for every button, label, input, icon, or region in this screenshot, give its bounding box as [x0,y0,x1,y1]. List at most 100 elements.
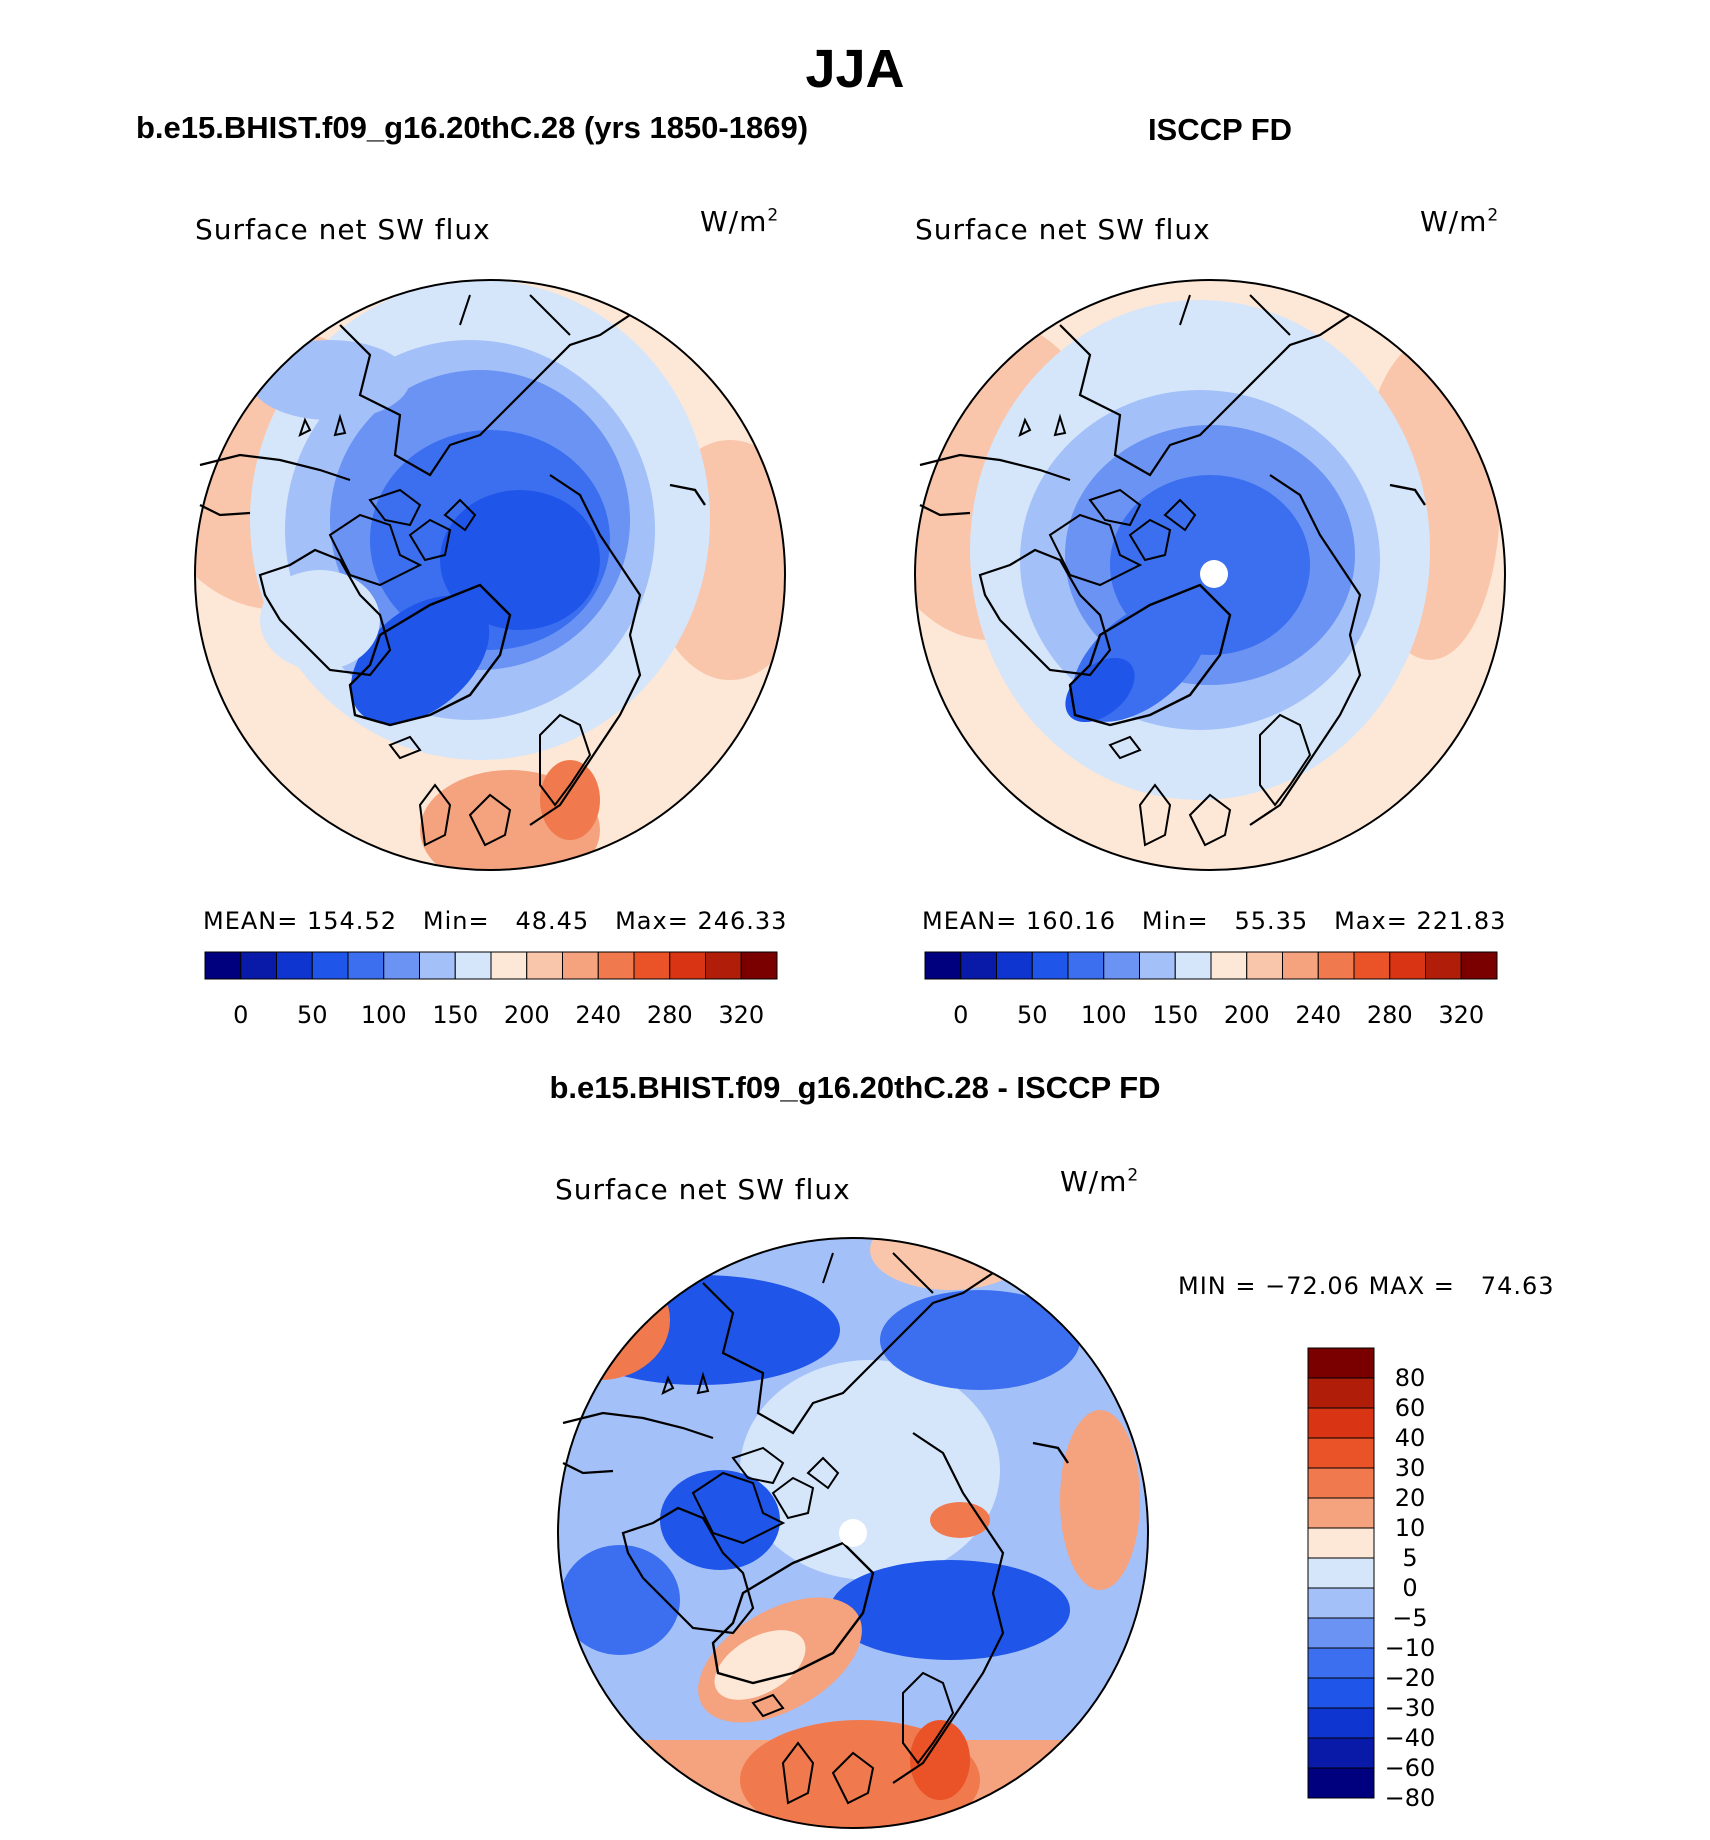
mean-value: 154.52 [307,907,397,935]
colorbar-tick-label: 100 [1081,1001,1127,1029]
colorbar-box [1307,1527,1375,1559]
colorbar-tick-label: 320 [1438,1001,1484,1029]
max-label: MAX = [1368,1272,1455,1300]
model-unit-label: W/m2 [700,205,779,238]
diff-variable-label: Surface net SW flux [555,1173,851,1206]
colorbar-box [1307,1377,1375,1409]
colorbar-tick-label: 0 [233,1001,248,1029]
mean-label: MEAN= [203,907,299,935]
colorbar-tick-label: 200 [504,1001,550,1029]
colorbar-box [1282,951,1319,980]
diff-unit-label: W/m2 [1060,1165,1139,1198]
unit-base: W/m [1420,205,1488,238]
colorbar-box [419,951,456,980]
colorbar-box [311,951,349,980]
model-map [194,279,786,871]
colorbar-box [1139,951,1176,980]
diff-panel-header: b.e15.BHIST.f09_g16.20thC.28 - ISCCP FD [549,1070,1161,1105]
colorbar-tick-label: 280 [1367,1001,1413,1029]
colorbar-box [383,951,420,980]
colorbar-box [705,951,742,980]
min-label: Min= [1141,907,1209,935]
model-colorbar: 0 50 100 150 200 240 280 320 [204,951,778,1029]
colorbar-tick-label: 320 [718,1001,764,1029]
colorbar-tick-label: 50 [297,1001,328,1029]
colorbar-box [1307,1707,1375,1739]
colorbar-tick-label: −5 [1392,1604,1427,1632]
max-value: 246.33 [697,907,788,935]
colorbar-box [1307,1347,1375,1379]
colorbar-box [597,951,635,980]
colorbar-tick-label: 30 [1395,1454,1426,1482]
min-value: 55.35 [1234,907,1309,935]
colorbar-box [1307,1497,1375,1529]
colorbar-tick-label: 280 [647,1001,693,1029]
unit-exponent: 2 [1487,205,1500,226]
colorbar-box [1460,951,1498,980]
colorbar-tick-label: 150 [432,1001,478,1029]
colorbar-box [1307,1407,1375,1439]
unit-exponent: 2 [1127,1165,1140,1186]
max-label: Max= [1334,907,1408,935]
colorbar-box [1246,951,1283,980]
colorbar-box [1317,951,1355,980]
colorbar-tick-label: 60 [1395,1394,1426,1422]
colorbar-box [1307,1617,1375,1649]
mean-value: 160.16 [1026,907,1116,935]
colorbar-tick-label: 80 [1395,1364,1426,1392]
colorbar-tick-label: −60 [1385,1754,1436,1782]
colorbar-box [960,951,997,980]
colorbar-box [669,951,706,980]
pole-missing-data [839,1519,867,1547]
colorbar-box [740,951,778,980]
colorbar-tick-label: 40 [1395,1424,1426,1452]
colorbar-box [1174,951,1212,980]
max-label: Max= [615,907,689,935]
colorbar-box [1307,1767,1375,1799]
colorbar-box [1307,1557,1375,1589]
min-value: 48.45 [515,907,590,935]
min-label: MIN = [1178,1272,1257,1300]
min-label: Min= [422,907,490,935]
colorbar-box [1307,1647,1375,1679]
colorbar-tick-label: 240 [1295,1001,1341,1029]
colorbar-box [633,951,671,980]
obs-map [914,279,1506,871]
colorbar-tick-label: −80 [1385,1784,1436,1812]
colorbar-box [240,951,277,980]
colorbar-box [562,951,599,980]
colorbar-box [1307,1737,1375,1769]
colorbar-tick-label: 0 [953,1001,968,1029]
colorbar-tick-label: 100 [361,1001,407,1029]
colorbar-box [1031,951,1069,980]
colorbar-tick-label: −20 [1385,1664,1436,1692]
colorbar-tick-label: −30 [1385,1694,1436,1722]
colorbar-box [1307,1677,1375,1709]
max-value: 74.63 [1480,1272,1555,1300]
colorbar-tick-label: 5 [1402,1544,1417,1572]
colorbar-tick-label: 20 [1395,1484,1426,1512]
colorbar-box [1210,951,1248,980]
colorbar-box [1307,1437,1375,1469]
min-value: −72.06 [1265,1272,1360,1300]
colorbar-tick-label: −40 [1385,1724,1436,1752]
colorbar-box [454,951,492,980]
diff-stats: MIN = −72.06 MAX = 74.63 [1178,1272,1555,1300]
obs-variable-label: Surface net SW flux [915,213,1211,246]
model-panel-header: b.e15.BHIST.f09_g16.20thC.28 (yrs 1850-1… [136,110,809,145]
colorbar-box [1353,951,1391,980]
colorbar-box [347,951,385,980]
colorbar-box [996,951,1033,980]
colorbar-box [1103,951,1140,980]
colorbar-tick-label: 240 [575,1001,621,1029]
model-stats: MEAN= 154.52 Min= 48.45 Max= 246.33 [203,907,787,935]
max-value: 221.83 [1416,907,1507,935]
mean-label: MEAN= [922,907,1018,935]
diff-map [557,1237,1149,1829]
unit-base: W/m [700,205,768,238]
obs-unit-label: W/m2 [1420,205,1499,238]
colorbar-tick-label: 200 [1224,1001,1270,1029]
pole-missing-data [1200,560,1228,588]
colorbar-box [526,951,563,980]
